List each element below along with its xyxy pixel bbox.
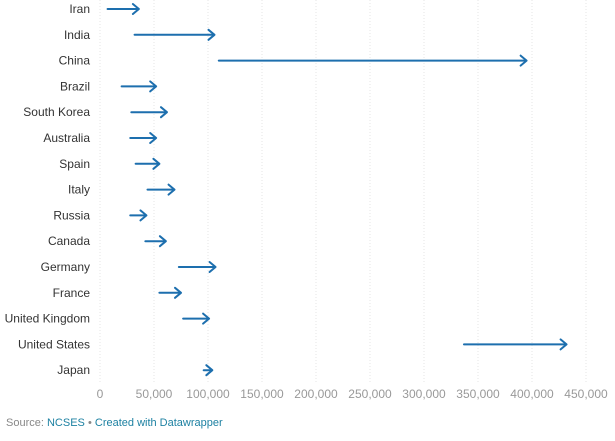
arrow-head bbox=[174, 286, 182, 299]
x-tick-label: 250,000 bbox=[348, 387, 392, 401]
arrow-mark bbox=[130, 106, 168, 119]
x-tick-label: 0 bbox=[97, 387, 104, 401]
arrow-head bbox=[139, 209, 148, 222]
arrow-head bbox=[208, 261, 217, 273]
datawrapper-credit-link[interactable]: Created with Datawrapper bbox=[94, 417, 223, 429]
category-label: China bbox=[59, 54, 91, 68]
arrow-mark bbox=[217, 54, 528, 67]
category-label: United Kingdom bbox=[5, 312, 90, 326]
arrow-mark bbox=[129, 209, 148, 222]
category-label: South Korea bbox=[23, 105, 90, 119]
category-label: Japan bbox=[57, 363, 90, 377]
x-tick-label: 300,000 bbox=[402, 387, 446, 401]
category-label: Brazil bbox=[60, 79, 90, 93]
category-label: France bbox=[53, 286, 91, 300]
arrow-head bbox=[158, 235, 167, 248]
arrow-head bbox=[202, 312, 211, 325]
category-label: Russia bbox=[53, 208, 90, 222]
arrow-head bbox=[559, 338, 568, 351]
arrow-head bbox=[205, 364, 214, 377]
gridlines bbox=[99, 0, 587, 382]
source-link[interactable]: NCSES bbox=[46, 417, 85, 429]
arrow-mark bbox=[133, 28, 216, 41]
arrow-head bbox=[149, 80, 158, 93]
arrow-mark bbox=[177, 261, 217, 273]
x-tick-label: 450,000 bbox=[564, 387, 608, 401]
category-label: Germany bbox=[41, 260, 90, 274]
category-label: Canada bbox=[48, 234, 90, 248]
source-label: Source: bbox=[6, 417, 44, 429]
arrow-mark bbox=[158, 286, 182, 299]
arrow-mark bbox=[462, 338, 568, 351]
category-label: India bbox=[64, 28, 90, 42]
arrow-head bbox=[159, 106, 168, 119]
arrow-head bbox=[207, 28, 216, 41]
arrow-mark bbox=[106, 3, 140, 15]
x-axis-ticks: 0 50,000 100,000 150,000 200,000 250,000 300,0… bbox=[97, 387, 608, 401]
arrow-head bbox=[131, 3, 140, 15]
arrow-mark bbox=[202, 364, 214, 377]
x-tick-label: 350,000 bbox=[456, 387, 500, 401]
category-label: Australia bbox=[43, 131, 90, 145]
arrow-mark bbox=[129, 132, 158, 144]
arrow-mark bbox=[120, 80, 158, 93]
arrow-mark bbox=[146, 183, 176, 196]
arrow-mark bbox=[144, 235, 167, 248]
arrow-mark bbox=[134, 157, 161, 170]
x-tick-label: 200,000 bbox=[294, 387, 338, 401]
arrow-head bbox=[152, 157, 161, 170]
x-tick-label: 150,000 bbox=[240, 387, 284, 401]
category-labels: Iran India China Brazil South Korea Australia… bbox=[5, 2, 91, 377]
source-footer: Source: NCSES • Created with Datawrapper bbox=[6, 417, 223, 429]
arrows bbox=[106, 3, 568, 377]
arrow-mark bbox=[182, 312, 211, 325]
category-label: Italy bbox=[68, 183, 90, 197]
arrow-head bbox=[519, 54, 528, 67]
x-tick-label: 400,000 bbox=[510, 387, 554, 401]
category-label: Iran bbox=[69, 2, 90, 16]
footer-separator: • bbox=[87, 417, 92, 429]
arrow-head bbox=[149, 132, 158, 144]
x-tick-label: 100,000 bbox=[186, 387, 230, 401]
x-tick-label: 50,000 bbox=[136, 387, 173, 401]
category-label: Spain bbox=[59, 157, 90, 171]
arrow-head bbox=[167, 183, 176, 196]
category-label: United States bbox=[18, 337, 90, 351]
